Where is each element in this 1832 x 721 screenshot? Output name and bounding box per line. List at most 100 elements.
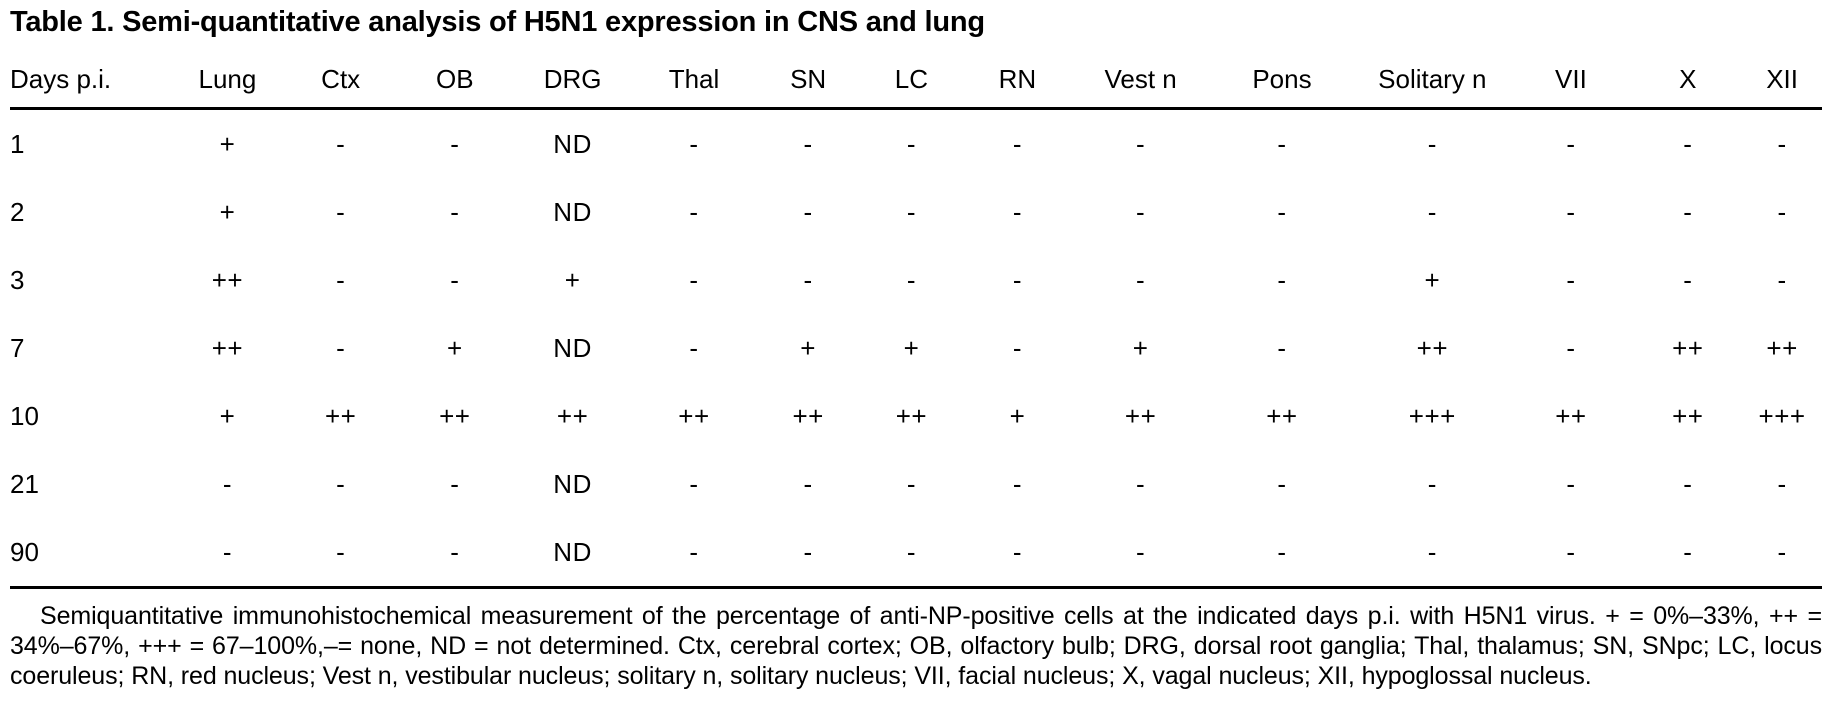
table-cell: + xyxy=(1132,332,1149,363)
row-day-label: 3 xyxy=(10,264,25,295)
table-cell: + xyxy=(564,264,581,295)
table-row: 3 ++ - - + - - - - - - + - - - xyxy=(10,246,1822,314)
row-day-label: 21 xyxy=(10,468,39,499)
table-cell: + xyxy=(903,332,920,363)
table-cell: - xyxy=(1566,196,1576,227)
table-cell: + xyxy=(1424,264,1441,295)
table-cell: ND xyxy=(553,196,592,227)
table-cell: - xyxy=(754,518,862,589)
table-cell: - xyxy=(1566,332,1576,363)
table-cell: - xyxy=(397,518,512,589)
row-day-label: 10 xyxy=(10,400,39,431)
table-cell: ++ xyxy=(439,400,471,431)
table-cell: - xyxy=(1207,518,1357,589)
row-day-label: 90 xyxy=(10,518,172,589)
column-header-ob: OB xyxy=(397,39,512,110)
table-row: 21 - - - ND - - - - - - - - - - xyxy=(10,450,1822,518)
column-header-xii: XII xyxy=(1742,39,1822,110)
table-cell: - xyxy=(450,468,460,499)
table-cell: - xyxy=(336,332,346,363)
table-cell: - xyxy=(1136,264,1146,295)
table-cell: - xyxy=(1012,332,1022,363)
table-row: 2 + - - ND - - - - - - - - - - xyxy=(10,178,1822,246)
table-cell: ND xyxy=(511,518,634,589)
table-cell: - xyxy=(1277,128,1287,159)
table-cell: - xyxy=(171,518,284,589)
column-header-vest-n: Vest n xyxy=(1073,39,1208,110)
table-cell: - xyxy=(1356,518,1509,589)
table-cell: ++ xyxy=(1672,400,1704,431)
table-cell: + xyxy=(1009,400,1026,431)
table-cell: - xyxy=(336,128,346,159)
table-cell: - xyxy=(283,518,398,589)
table-cell: - xyxy=(450,264,460,295)
table-cell: - xyxy=(1277,264,1287,295)
table-cell: ++ xyxy=(1766,332,1798,363)
table-cell: ++ xyxy=(211,332,244,363)
table-cell: - xyxy=(803,128,813,159)
table-row: 90- - - ND - - - - - - - - - - xyxy=(10,518,1822,589)
table-cell: - xyxy=(689,264,699,295)
table-cell: - xyxy=(222,468,233,499)
column-header-solitary-n: Solitary n xyxy=(1356,39,1509,110)
table-cell: - xyxy=(1777,264,1787,295)
table-cell: - xyxy=(450,128,460,159)
table-cell: - xyxy=(906,128,916,159)
table-cell: - xyxy=(1136,196,1146,227)
column-header-days-pi: Days p.i. xyxy=(10,39,172,110)
table-cell: - xyxy=(1277,332,1287,363)
table-cell: - xyxy=(336,196,346,227)
table-cell: - xyxy=(1566,468,1576,499)
table-cell: - xyxy=(1777,468,1787,499)
column-header-lc: LC xyxy=(861,39,962,110)
table-cell: - xyxy=(1683,468,1693,499)
table-cell: - xyxy=(1633,518,1743,589)
table-cell: - xyxy=(1427,196,1437,227)
table-cell: ++ xyxy=(1416,332,1449,363)
column-header-sn: SN xyxy=(754,39,862,110)
table-cell: ND xyxy=(553,332,592,363)
column-header-pons: Pons xyxy=(1207,39,1357,110)
table-cell: - xyxy=(1012,196,1022,227)
table-cell: - xyxy=(906,264,916,295)
table-cell: - xyxy=(1683,264,1693,295)
table-cell: ND xyxy=(553,128,592,159)
table-cell: - xyxy=(1012,128,1022,159)
table-cell: - xyxy=(803,468,813,499)
table-cell: ++ xyxy=(678,400,710,431)
column-header-ctx: Ctx xyxy=(283,39,398,110)
column-header-thal: Thal xyxy=(633,39,755,110)
table-cell: +++ xyxy=(1758,400,1806,431)
table-cell: - xyxy=(1136,128,1146,159)
table-cell: ++ xyxy=(792,400,824,431)
table-cell: ++ xyxy=(895,400,928,431)
table-cell: + xyxy=(219,128,236,159)
table-cell: ++ xyxy=(556,400,589,431)
table-cell: ++ xyxy=(1124,400,1157,431)
column-header-drg: DRG xyxy=(511,39,634,110)
table-cell: - xyxy=(689,332,699,363)
table-cell: - xyxy=(1136,468,1146,499)
table-cell: - xyxy=(336,468,346,499)
table-cell: - xyxy=(861,518,962,589)
table-cell: + xyxy=(219,196,236,227)
table-cell: - xyxy=(689,196,699,227)
table-cell: - xyxy=(1777,196,1787,227)
table-cell: - xyxy=(1277,196,1287,227)
h5n1-expression-table: Days p.i. Lung Ctx OB DRG Thal SN LC RN … xyxy=(10,39,1822,589)
column-header-vii: VII xyxy=(1508,39,1634,110)
row-day-label: 7 xyxy=(10,332,25,363)
table-cell: - xyxy=(1742,518,1822,589)
column-header-x: X xyxy=(1633,39,1743,110)
table-cell: ++ xyxy=(1266,400,1298,431)
table-row: 7 ++ - + ND - + + - + - ++ - ++ ++ xyxy=(10,314,1822,382)
table-row: 1 + - - ND - - - - - - - - - - xyxy=(10,109,1822,179)
table-cell: ND xyxy=(553,468,592,499)
table-cell: - xyxy=(1277,468,1287,499)
table-cell: - xyxy=(1508,518,1634,589)
table-cell: ++ xyxy=(324,400,357,431)
table-cell: - xyxy=(336,264,346,295)
table-cell: - xyxy=(689,128,699,159)
table-cell: - xyxy=(689,468,699,499)
